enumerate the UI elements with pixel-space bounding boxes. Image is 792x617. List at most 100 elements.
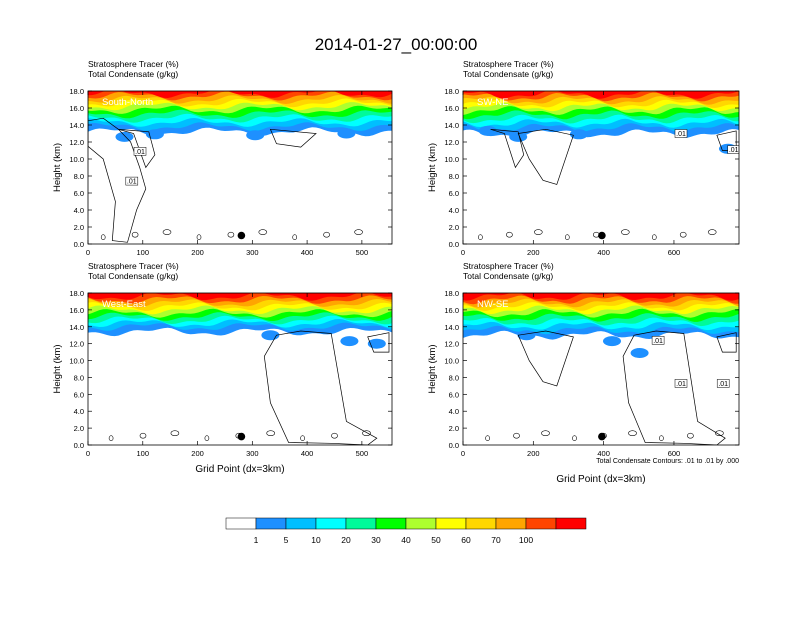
plot-frame bbox=[462, 90, 740, 245]
location-marker bbox=[598, 231, 606, 240]
tracer-pocket bbox=[340, 336, 359, 347]
colorbar-label: 20 bbox=[341, 535, 351, 545]
tracer-band-11 bbox=[463, 293, 739, 301]
colorbar-swatch bbox=[405, 517, 437, 530]
y-tick-label: 8.0 bbox=[449, 373, 459, 382]
x-tick-label: 0 bbox=[461, 248, 465, 257]
condensate-contour bbox=[131, 231, 139, 238]
y-tick-label: 6.0 bbox=[74, 189, 84, 198]
condensate-contour bbox=[564, 234, 570, 240]
contour-label: .01 bbox=[133, 147, 147, 156]
y-tick-label: 18.0 bbox=[444, 289, 459, 298]
panel-title-line: Stratosphere Tracer (%) bbox=[463, 261, 554, 271]
colorbar-label: 1 bbox=[254, 535, 259, 545]
x-axis-label: Grid Point (dx=3km) bbox=[195, 464, 284, 475]
condensate-contour bbox=[622, 330, 726, 445]
y-tick-label: 18.0 bbox=[69, 87, 84, 96]
contour-label: .01 bbox=[727, 145, 739, 154]
condensate-contour bbox=[204, 435, 210, 442]
condensate-contour bbox=[269, 128, 317, 148]
plot-area: .01 .01 bbox=[463, 91, 739, 244]
y-tick-label: 12.0 bbox=[444, 138, 459, 147]
condensate-contour bbox=[533, 229, 543, 235]
y-tick-label: 10.0 bbox=[444, 357, 459, 366]
contour-label-text: .01 bbox=[127, 179, 137, 186]
condensate-contour bbox=[506, 231, 513, 238]
condensate-contour bbox=[687, 432, 694, 439]
contour-label-text: .01 bbox=[718, 381, 728, 388]
y-tick-label: 2.0 bbox=[74, 424, 84, 433]
contour-footnote: Total Condensate Contours: .01 to .01 by… bbox=[596, 458, 739, 465]
y-tick-label: 8.0 bbox=[74, 172, 84, 181]
colorbar-label: 70 bbox=[491, 535, 501, 545]
panel-4: Stratosphere Tracer (%) Total Condensate … bbox=[427, 261, 740, 485]
plot-frame bbox=[462, 292, 740, 446]
x-tick-label: 200 bbox=[191, 248, 204, 257]
x-tick-label: 600 bbox=[668, 248, 681, 257]
colorbar-swatch bbox=[225, 517, 257, 530]
location-marker bbox=[237, 432, 246, 441]
figure-title: 2014-01-27_00:00:00 bbox=[315, 35, 478, 54]
condensate-contour bbox=[715, 430, 724, 437]
x-tick-label: 400 bbox=[301, 248, 314, 257]
y-tick-label: 6.0 bbox=[74, 390, 84, 399]
condensate-contour bbox=[331, 432, 338, 439]
condensate-contour bbox=[517, 128, 574, 185]
condensate-contour bbox=[118, 128, 156, 169]
condensate-contour bbox=[362, 430, 371, 437]
panel-title-line: Total Condensate (g/kg) bbox=[463, 69, 553, 79]
condensate-contour bbox=[572, 435, 577, 442]
y-axis-label: Height (km) bbox=[52, 344, 63, 393]
contour-label-text: .01 bbox=[676, 131, 686, 138]
condensate-contour bbox=[620, 229, 630, 235]
tracer-band-11 bbox=[88, 293, 392, 301]
condensate-contour bbox=[266, 430, 276, 437]
x-tick-label: 400 bbox=[301, 449, 314, 458]
x-tick-label: 100 bbox=[137, 248, 150, 257]
panel-label: South-North bbox=[102, 97, 153, 108]
condensate-contour bbox=[300, 435, 305, 442]
tracer-pocket bbox=[145, 129, 164, 140]
condensate-contour bbox=[196, 234, 202, 240]
x-tick-label: 600 bbox=[668, 449, 681, 458]
x-tick-label: 400 bbox=[597, 248, 610, 257]
y-tick-label: 12.0 bbox=[444, 340, 459, 349]
panel-title-line: Total Condensate (g/kg) bbox=[88, 271, 178, 281]
contour-label: .01 bbox=[716, 379, 730, 388]
condensate-contour bbox=[139, 432, 147, 439]
condensate-contour bbox=[541, 430, 550, 437]
colorbar-label: 5 bbox=[284, 535, 289, 545]
y-tick-label: 14.0 bbox=[444, 323, 459, 332]
condensate-contour bbox=[716, 332, 737, 353]
y-axis-label: Height (km) bbox=[427, 143, 438, 192]
condensate-contour bbox=[323, 231, 330, 238]
colorbar-swatch bbox=[345, 517, 377, 530]
condensate-contour bbox=[659, 435, 664, 442]
condensate-contour bbox=[651, 234, 657, 240]
y-tick-label: 18.0 bbox=[444, 87, 459, 96]
y-tick-label: 8.0 bbox=[449, 172, 459, 181]
location-marker bbox=[598, 432, 606, 441]
colorbar-swatch bbox=[315, 517, 347, 530]
panel-title-line: Stratosphere Tracer (%) bbox=[88, 261, 179, 271]
y-tick-label: 12.0 bbox=[69, 138, 84, 147]
contour-label: .01 bbox=[674, 129, 688, 138]
plot-area bbox=[88, 293, 392, 445]
condensate-contour bbox=[354, 229, 363, 235]
y-tick-label: 6.0 bbox=[449, 189, 459, 198]
colorbar-label: 10 bbox=[311, 535, 321, 545]
y-axis-label: Height (km) bbox=[427, 344, 438, 393]
y-tick-label: 4.0 bbox=[74, 206, 84, 215]
plot-frame bbox=[87, 90, 393, 245]
condensate-contour bbox=[478, 234, 483, 240]
y-tick-label: 16.0 bbox=[444, 104, 459, 113]
x-tick-label: 200 bbox=[191, 449, 204, 458]
condensate-contour bbox=[108, 435, 114, 442]
condensate-contour bbox=[628, 430, 637, 437]
colorbar-swatch bbox=[555, 517, 587, 530]
x-tick-label: 400 bbox=[597, 449, 610, 458]
condensate-contour bbox=[367, 332, 390, 353]
condensate-contour bbox=[707, 229, 717, 235]
tracer-band-11 bbox=[88, 91, 392, 98]
plot-frame bbox=[87, 292, 393, 446]
